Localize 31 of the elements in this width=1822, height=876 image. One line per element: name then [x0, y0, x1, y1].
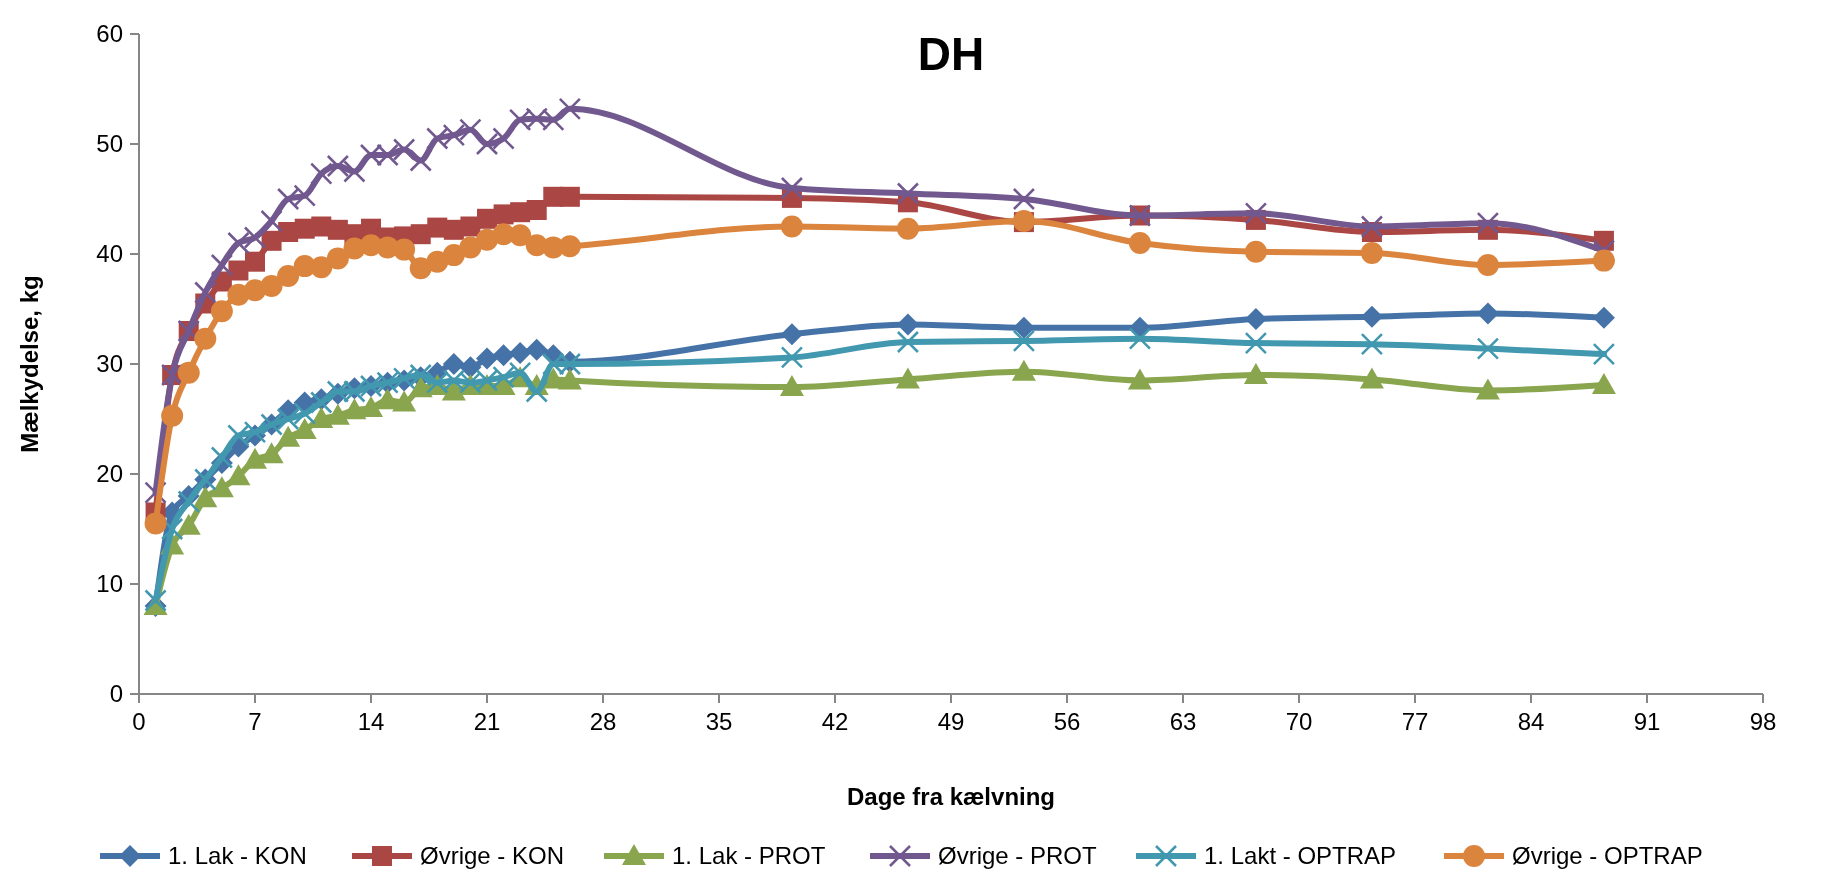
x-tick-label: 28 [589, 708, 617, 735]
x-tick-label: 91 [1633, 708, 1661, 735]
chart-title: DH [917, 28, 985, 80]
y-axis-title: Mælkydelse, kg [16, 275, 43, 453]
x-tick-label: 77 [1401, 708, 1429, 735]
x-axis-title: Dage fra kælvning [846, 783, 1056, 810]
x-tick-label: 42 [821, 708, 849, 735]
legend-label: 1. Lak - KON [168, 842, 307, 870]
y-tick-label: 60 [96, 20, 123, 48]
legend-label: 1. Lakt - OPTRAP [1204, 842, 1397, 870]
y-tick-label: 30 [96, 350, 123, 378]
x-tick-label: 56 [1053, 708, 1081, 735]
x-tick-label: 7 [248, 708, 262, 735]
legend-label: Øvrige - OPTRAP [1512, 842, 1703, 870]
x-tick-label: 70 [1285, 708, 1313, 735]
y-tick-label: 40 [96, 240, 123, 268]
legend-label: Øvrige - KON [420, 842, 565, 870]
y-tick-label: 0 [109, 680, 123, 708]
legend-label: Øvrige - PROT [938, 842, 1098, 870]
x-tick-label: 98 [1749, 708, 1777, 735]
x-tick-label: 21 [473, 708, 501, 735]
x-tick-label: 84 [1517, 708, 1545, 735]
x-tick-label: 35 [705, 708, 733, 735]
legend-label: 1. Lak - PROT [672, 842, 826, 870]
y-tick-label: 50 [96, 130, 123, 158]
x-tick-label: 49 [937, 708, 965, 735]
x-tick-label: 14 [357, 708, 385, 735]
x-tick-label: 63 [1169, 708, 1197, 735]
y-tick-label: 20 [96, 460, 123, 488]
y-tick-label: 10 [96, 570, 123, 598]
x-tick-label: 0 [132, 708, 146, 735]
